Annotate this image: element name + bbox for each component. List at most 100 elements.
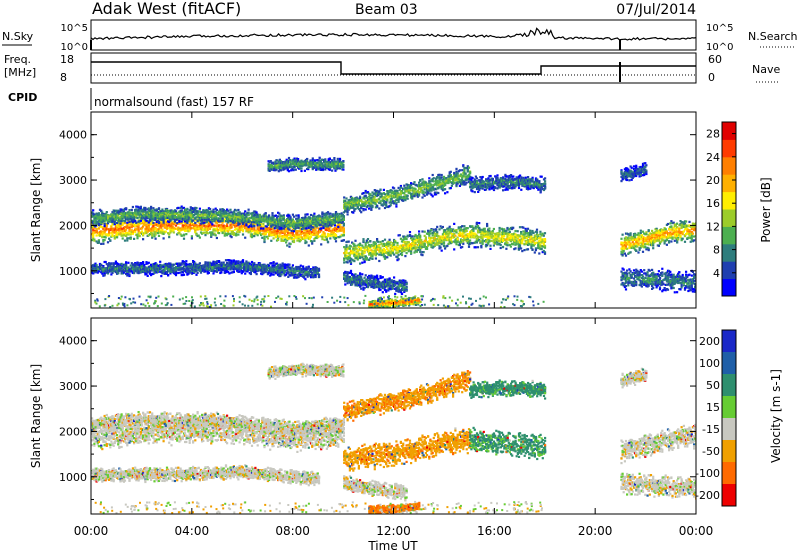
range-cell [329, 213, 331, 215]
range-cell [343, 228, 345, 230]
range-cell [210, 234, 212, 236]
range-cell [150, 223, 152, 225]
range-cell [126, 222, 128, 224]
range-cell [288, 157, 290, 159]
range-cell [158, 222, 160, 224]
range-cell [241, 267, 243, 269]
range-cell [278, 234, 280, 236]
range-cell [228, 214, 230, 216]
range-cell [175, 272, 177, 274]
range-cell [202, 229, 204, 231]
range-cell [228, 259, 230, 261]
range-cell [157, 232, 159, 234]
range-cell [288, 264, 290, 266]
range-cell [309, 217, 311, 219]
range-cell [231, 215, 233, 217]
range-cell [235, 209, 237, 211]
range-cell [263, 240, 265, 242]
range-cell [278, 213, 280, 215]
range-cell [211, 223, 213, 225]
range-cell [151, 237, 153, 239]
range-cell [104, 274, 106, 276]
range-cell [135, 222, 137, 224]
range-cell [334, 224, 336, 226]
range-cell [290, 166, 292, 168]
station-title: Adak West (fitACF) [92, 0, 241, 18]
range-cell [104, 239, 106, 241]
range-cell [318, 268, 320, 270]
range-cell [148, 215, 150, 217]
range-cell [296, 230, 298, 232]
range-cell [104, 225, 106, 227]
range-cell [282, 230, 284, 232]
range-cell [261, 237, 263, 239]
range-cell [294, 272, 296, 274]
range-cell [93, 221, 95, 223]
range-cell [185, 233, 187, 235]
range-cell [131, 209, 133, 211]
range-cell [199, 208, 201, 210]
range-cell [311, 240, 313, 242]
range-cell [337, 226, 339, 228]
range-cell [304, 278, 306, 280]
range-cell [253, 225, 255, 227]
range-cell [290, 216, 292, 218]
range-cell [145, 220, 147, 222]
range-cell [276, 232, 278, 234]
range-cell [256, 211, 258, 213]
range-cell [310, 214, 312, 216]
range-cell [104, 223, 106, 225]
nsky-panel-frame [91, 20, 696, 50]
range-cell [239, 223, 241, 225]
range-cell [183, 274, 185, 276]
range-cell [298, 234, 300, 236]
range-cell [142, 238, 144, 240]
range-cell [298, 214, 300, 216]
cpid-label: CPID [8, 91, 37, 104]
freq-tick-high: 18 [60, 53, 74, 66]
range-cell [219, 226, 221, 228]
range-cell [319, 215, 321, 217]
range-cell [100, 243, 102, 245]
range-cell [335, 237, 337, 239]
range-cell [149, 270, 151, 272]
range-cell [98, 228, 100, 230]
range-cell [295, 237, 297, 239]
range-cell [125, 235, 127, 237]
range-cell [126, 239, 128, 241]
range-cell [209, 228, 211, 230]
range-cell [227, 221, 229, 223]
range-cell [285, 241, 287, 243]
range-cell [242, 261, 244, 263]
range-cell [270, 274, 272, 276]
range-cell [267, 270, 269, 272]
range-cell [292, 264, 294, 266]
range-cell [291, 266, 293, 268]
range-cell [318, 276, 320, 278]
range-cell [324, 232, 326, 234]
range-cell [202, 217, 204, 219]
range-cell [117, 272, 119, 274]
range-cell [225, 212, 227, 214]
nave-tick-high: 60 [708, 53, 722, 66]
range-cell [136, 237, 138, 239]
range-cell [116, 222, 118, 224]
range-cell [212, 272, 214, 274]
range-cell [122, 230, 124, 232]
range-cell [206, 269, 208, 271]
nsearch-tick-high: 10^5 [706, 23, 733, 34]
range-cell [206, 212, 208, 214]
freq-panel-frame [91, 53, 696, 83]
range-cell [227, 233, 229, 235]
range-cell [160, 275, 162, 277]
range-cell [293, 220, 295, 222]
range-cell [175, 210, 177, 212]
range-cell [259, 224, 261, 226]
range-cell [145, 224, 147, 226]
range-cell [271, 212, 273, 214]
range-cell [195, 274, 197, 276]
range-cell [211, 221, 213, 223]
range-cell [292, 214, 294, 216]
range-cell [124, 216, 126, 218]
